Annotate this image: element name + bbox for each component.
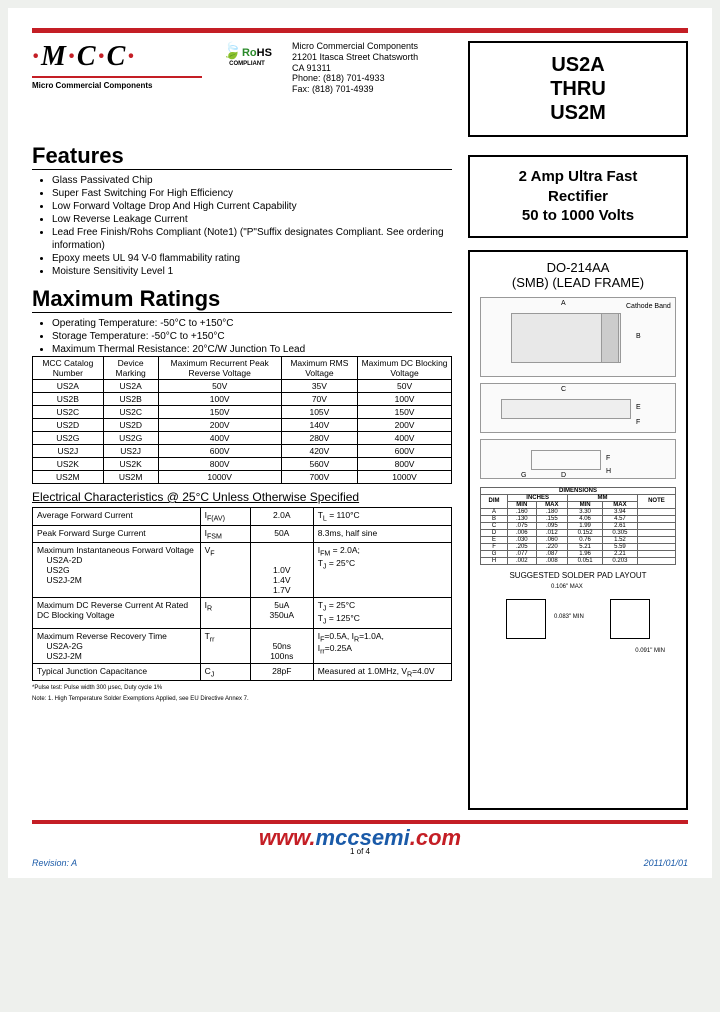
main-columns: Features Glass Passivated ChipSuper Fast… <box>32 143 688 810</box>
package-end-view: G D F H <box>480 439 676 479</box>
feature-item: Low Forward Voltage Drop And High Curren… <box>52 200 452 213</box>
page-number: 1 of 4 <box>32 847 688 856</box>
pad-layout-title: SUGGESTED SOLDER PAD LAYOUT <box>476 571 680 580</box>
right-column: 2 Amp Ultra Fast Rectifier 50 to 1000 Vo… <box>468 143 688 810</box>
pulse-note: *Pulse test: Pulse width 300 μsec, Duty … <box>32 685 452 692</box>
table-row: F.205.2205.215.59 <box>481 543 676 550</box>
table-row: US2JUS2J600V420V600V <box>33 445 452 458</box>
table-row: H.002.0080.0510.203 <box>481 557 676 564</box>
package-box: DO-214AA (SMB) (LEAD FRAME) Cathode Band… <box>468 250 688 810</box>
table-row: US2DUS2D200V140V200V <box>33 419 452 432</box>
table-row: D.006.0120.1520.305 <box>481 529 676 536</box>
table-row: US2GUS2G400V280V400V <box>33 432 452 445</box>
table-row: Maximum Reverse Recovery Time US2A-2G US… <box>33 628 452 663</box>
table-row: US2CUS2C150V105V150V <box>33 406 452 419</box>
package-title: DO-214AA (SMB) (LEAD FRAME) <box>476 260 680 291</box>
dimensions-table-wrap: DIMENSIONS DIMINCHESMMNOTE MINMAXMINMAX … <box>480 487 676 565</box>
top-red-bar <box>32 28 688 33</box>
mcc-logo: ·M·C·C· <box>32 41 202 73</box>
pad-layout-diagram: 0.106" MAX 0.083" MIN 0.091" MIN <box>496 584 660 654</box>
rating-bullet: Operating Temperature: -50°C to +150°C <box>52 317 452 330</box>
ratings-heading: Maximum Ratings <box>32 286 452 313</box>
feature-item: Moisture Sensitivity Level 1 <box>52 265 452 278</box>
header: ·M·C·C· Micro Commercial Components 🍃RoH… <box>32 41 688 137</box>
logo-block: ·M·C·C· Micro Commercial Components <box>32 41 202 137</box>
table-row: Typical Junction CapacitanceCJ28pFMeasur… <box>33 663 452 681</box>
rohs-badge: 🍃RoHS COMPLIANT <box>212 41 282 137</box>
note1: Note: 1. High Temperature Solder Exempti… <box>32 696 452 703</box>
features-heading: Features <box>32 143 452 170</box>
table-row: Maximum Instantaneous Forward Voltage US… <box>33 543 452 598</box>
table-row: Average Forward CurrentIF(AV)2.0ATL = 11… <box>33 508 452 526</box>
table-row: B.130.1554.064.57 <box>481 515 676 522</box>
feature-item: Super Fast Switching For High Efficiency <box>52 187 452 200</box>
features-list: Glass Passivated ChipSuper Fast Switchin… <box>52 174 452 278</box>
feature-item: Glass Passivated Chip <box>52 174 452 187</box>
feature-item: Epoxy meets UL 94 V-0 flammability ratin… <box>52 252 452 265</box>
rating-bullet: Maximum Thermal Resistance: 20°C/W Junct… <box>52 343 452 356</box>
table-row: A.160.1803.303.94 <box>481 508 676 515</box>
date: 2011/01/01 <box>644 858 688 868</box>
table-row: E.030.0600.761.52 <box>481 536 676 543</box>
url-bar: www.mccsemi.com 1 of 4 <box>32 820 688 856</box>
table-row: US2KUS2K800V560V800V <box>33 458 452 471</box>
rating-bullet: Storage Temperature: -50°C to +150°C <box>52 330 452 343</box>
part-title-box: US2A THRU US2M <box>468 41 688 137</box>
ratings-table: MCC Catalog NumberDevice MarkingMaximum … <box>32 356 452 484</box>
logo-subtitle: Micro Commercial Components <box>32 81 202 90</box>
description-box: 2 Amp Ultra Fast Rectifier 50 to 1000 Vo… <box>468 155 688 238</box>
table-row: Peak Forward Surge CurrentIFSM50A8.3ms, … <box>33 525 452 543</box>
table-row: G.077.0871.962.21 <box>481 550 676 557</box>
footer-row: Revision: A 2011/01/01 <box>32 858 688 868</box>
elec-heading: Electrical Characteristics @ 25°C Unless… <box>32 490 452 504</box>
package-top-view: Cathode Band A B <box>480 297 676 377</box>
left-column: Features Glass Passivated ChipSuper Fast… <box>32 143 452 703</box>
package-side-view: C E F <box>480 383 676 433</box>
table-row: US2MUS2M1000V700V1000V <box>33 471 452 484</box>
datasheet-page: ·M·C·C· Micro Commercial Components 🍃RoH… <box>8 8 712 878</box>
table-row: US2AUS2A50V35V50V <box>33 380 452 393</box>
revision: Revision: A <box>32 858 77 868</box>
electrical-table: Average Forward CurrentIF(AV)2.0ATL = 11… <box>32 507 452 681</box>
dimensions-table: DIMENSIONS DIMINCHESMMNOTE MINMAXMINMAX … <box>480 487 676 565</box>
table-row: Maximum DC Reverse Current At Rated DC B… <box>33 598 452 628</box>
feature-item: Lead Free Finish/Rohs Compliant (Note1) … <box>52 226 452 252</box>
table-row: US2BUS2B100V70V100V <box>33 393 452 406</box>
ratings-bullets: Operating Temperature: -50°C to +150°CSt… <box>52 317 452 356</box>
leaf-icon: 🍃 <box>222 43 242 60</box>
table-row: C.075.0951.992.61 <box>481 522 676 529</box>
address-block: Micro Commercial Components 21201 Itasca… <box>292 41 458 137</box>
feature-item: Low Reverse Leakage Current <box>52 213 452 226</box>
